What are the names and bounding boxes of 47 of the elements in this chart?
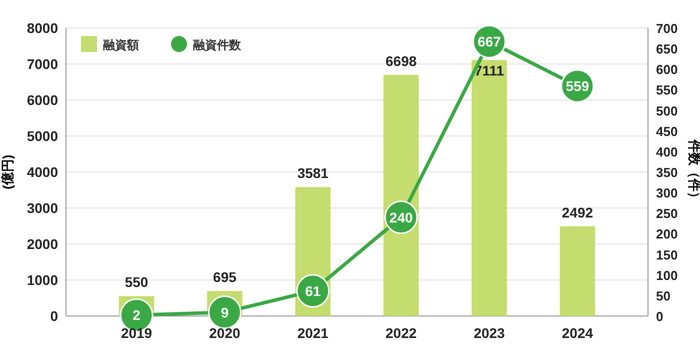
y-tick-label: 8000 bbox=[26, 20, 58, 36]
y-tick-label: 0 bbox=[50, 308, 58, 324]
y2-tick-label: 250 bbox=[656, 206, 678, 222]
data-label: 667 bbox=[478, 34, 502, 50]
data-label: 550 bbox=[124, 274, 148, 290]
y2-tick-label: 50 bbox=[656, 288, 670, 304]
legend-label: 融資件数 bbox=[193, 38, 242, 52]
x-tick-label: 2023 bbox=[474, 325, 506, 341]
x-tick-label: 2021 bbox=[297, 325, 329, 341]
data-label: 2492 bbox=[562, 204, 594, 220]
data-label: 9 bbox=[220, 304, 229, 320]
data-label: 2 bbox=[132, 307, 141, 324]
y2-tick-label: 400 bbox=[656, 144, 678, 160]
x-tick-label: 2020 bbox=[209, 325, 241, 341]
y2-tick-label: 450 bbox=[656, 124, 678, 139]
data-label: 695 bbox=[213, 268, 237, 285]
y-tick-label: 7000 bbox=[26, 56, 58, 72]
data-label: 559 bbox=[566, 78, 590, 94]
data-label: 7111 bbox=[474, 62, 504, 79]
bar bbox=[472, 60, 507, 316]
y2-tick-label: 600 bbox=[656, 62, 678, 78]
y2-tick-label: 200 bbox=[656, 226, 678, 242]
y2-tick-label: 350 bbox=[656, 165, 678, 180]
data-label: 3581 bbox=[297, 165, 329, 182]
y-axis-title: (億円) bbox=[0, 154, 15, 190]
y-tick-label: 6000 bbox=[26, 92, 58, 108]
y2-tick-label: 100 bbox=[656, 268, 678, 283]
y2-tick-label: 0 bbox=[656, 309, 664, 324]
bar bbox=[560, 226, 596, 316]
y-tick-label: 4000 bbox=[26, 164, 58, 180]
y2-tick-label: 650 bbox=[656, 42, 678, 57]
legend-label: 融資額 bbox=[103, 38, 139, 52]
data-label: 61 bbox=[305, 282, 321, 299]
y-tick-label: 2000 bbox=[26, 236, 58, 252]
x-tick-label: 2024 bbox=[562, 325, 594, 341]
y-tick-label: 3000 bbox=[26, 200, 58, 216]
y2-tick-label: 150 bbox=[656, 247, 678, 262]
y2-tick-label: 500 bbox=[656, 103, 678, 118]
x-tick-label: 2019 bbox=[120, 325, 152, 341]
x-tick-label: 2022 bbox=[386, 325, 417, 341]
data-label: 240 bbox=[389, 209, 413, 226]
y2-tick-label: 300 bbox=[656, 186, 678, 201]
y2-tick-label: 700 bbox=[656, 21, 678, 36]
y-tick-label: 1000 bbox=[26, 272, 58, 288]
y-tick-label: 5000 bbox=[26, 128, 58, 144]
data-label: 6698 bbox=[386, 52, 417, 69]
y2-tick-label: 550 bbox=[656, 82, 678, 98]
